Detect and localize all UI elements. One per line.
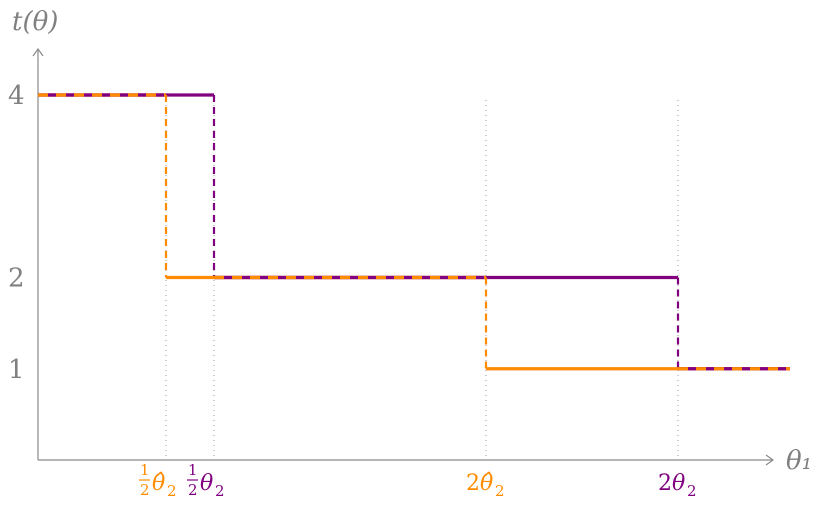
x-tick-subscript-0: 2: [167, 482, 177, 500]
y-axis-label: t(θ): [12, 7, 58, 37]
x-tick-frac-num-0: 1: [140, 461, 150, 479]
x-tick-frac-den-0: 2: [140, 481, 150, 499]
x-tick-label-1: 12 θ 2: [187, 461, 225, 500]
x-tick-subscript-1: 2: [215, 482, 225, 500]
y-axis-arrow: [32, 47, 44, 57]
x-tick-frac-den-1: 2: [188, 481, 198, 499]
guide-lines: [165, 100, 679, 460]
x-tick-subscript-2: 2: [495, 482, 505, 500]
y-tick-label-1: 2: [8, 264, 25, 294]
x-tick-symbol-1: θ: [200, 471, 213, 496]
x-tick-coef-3: 2: [658, 471, 672, 496]
x-axis-arrow: [765, 454, 775, 466]
x-tick-symbol-2: θ̂: [480, 471, 493, 496]
x-axis-label: θ₁: [786, 446, 812, 476]
series-group: [38, 93, 790, 371]
x-tick-symbol-0: θ̂: [152, 471, 165, 496]
axes: [32, 47, 775, 466]
x-tick-labels: 12 θ̂ 212 θ 2 2 θ̂ 2 2 θ 2: [139, 461, 697, 500]
x-tick-symbol-3: θ: [672, 471, 685, 496]
x-tick-frac-num-1: 1: [188, 461, 198, 479]
x-tick-subscript-3: 2: [687, 482, 697, 500]
x-tick-coef-2: 2: [466, 471, 480, 496]
x-tick-label-2: 2 θ̂ 2: [466, 471, 505, 500]
y-tick-label-2: 1: [8, 355, 25, 385]
x-tick-label-0: 12 θ̂ 2: [139, 461, 177, 500]
y-tick-label-0: 4: [8, 81, 25, 111]
y-tick-labels: 4 2 1: [8, 81, 25, 385]
